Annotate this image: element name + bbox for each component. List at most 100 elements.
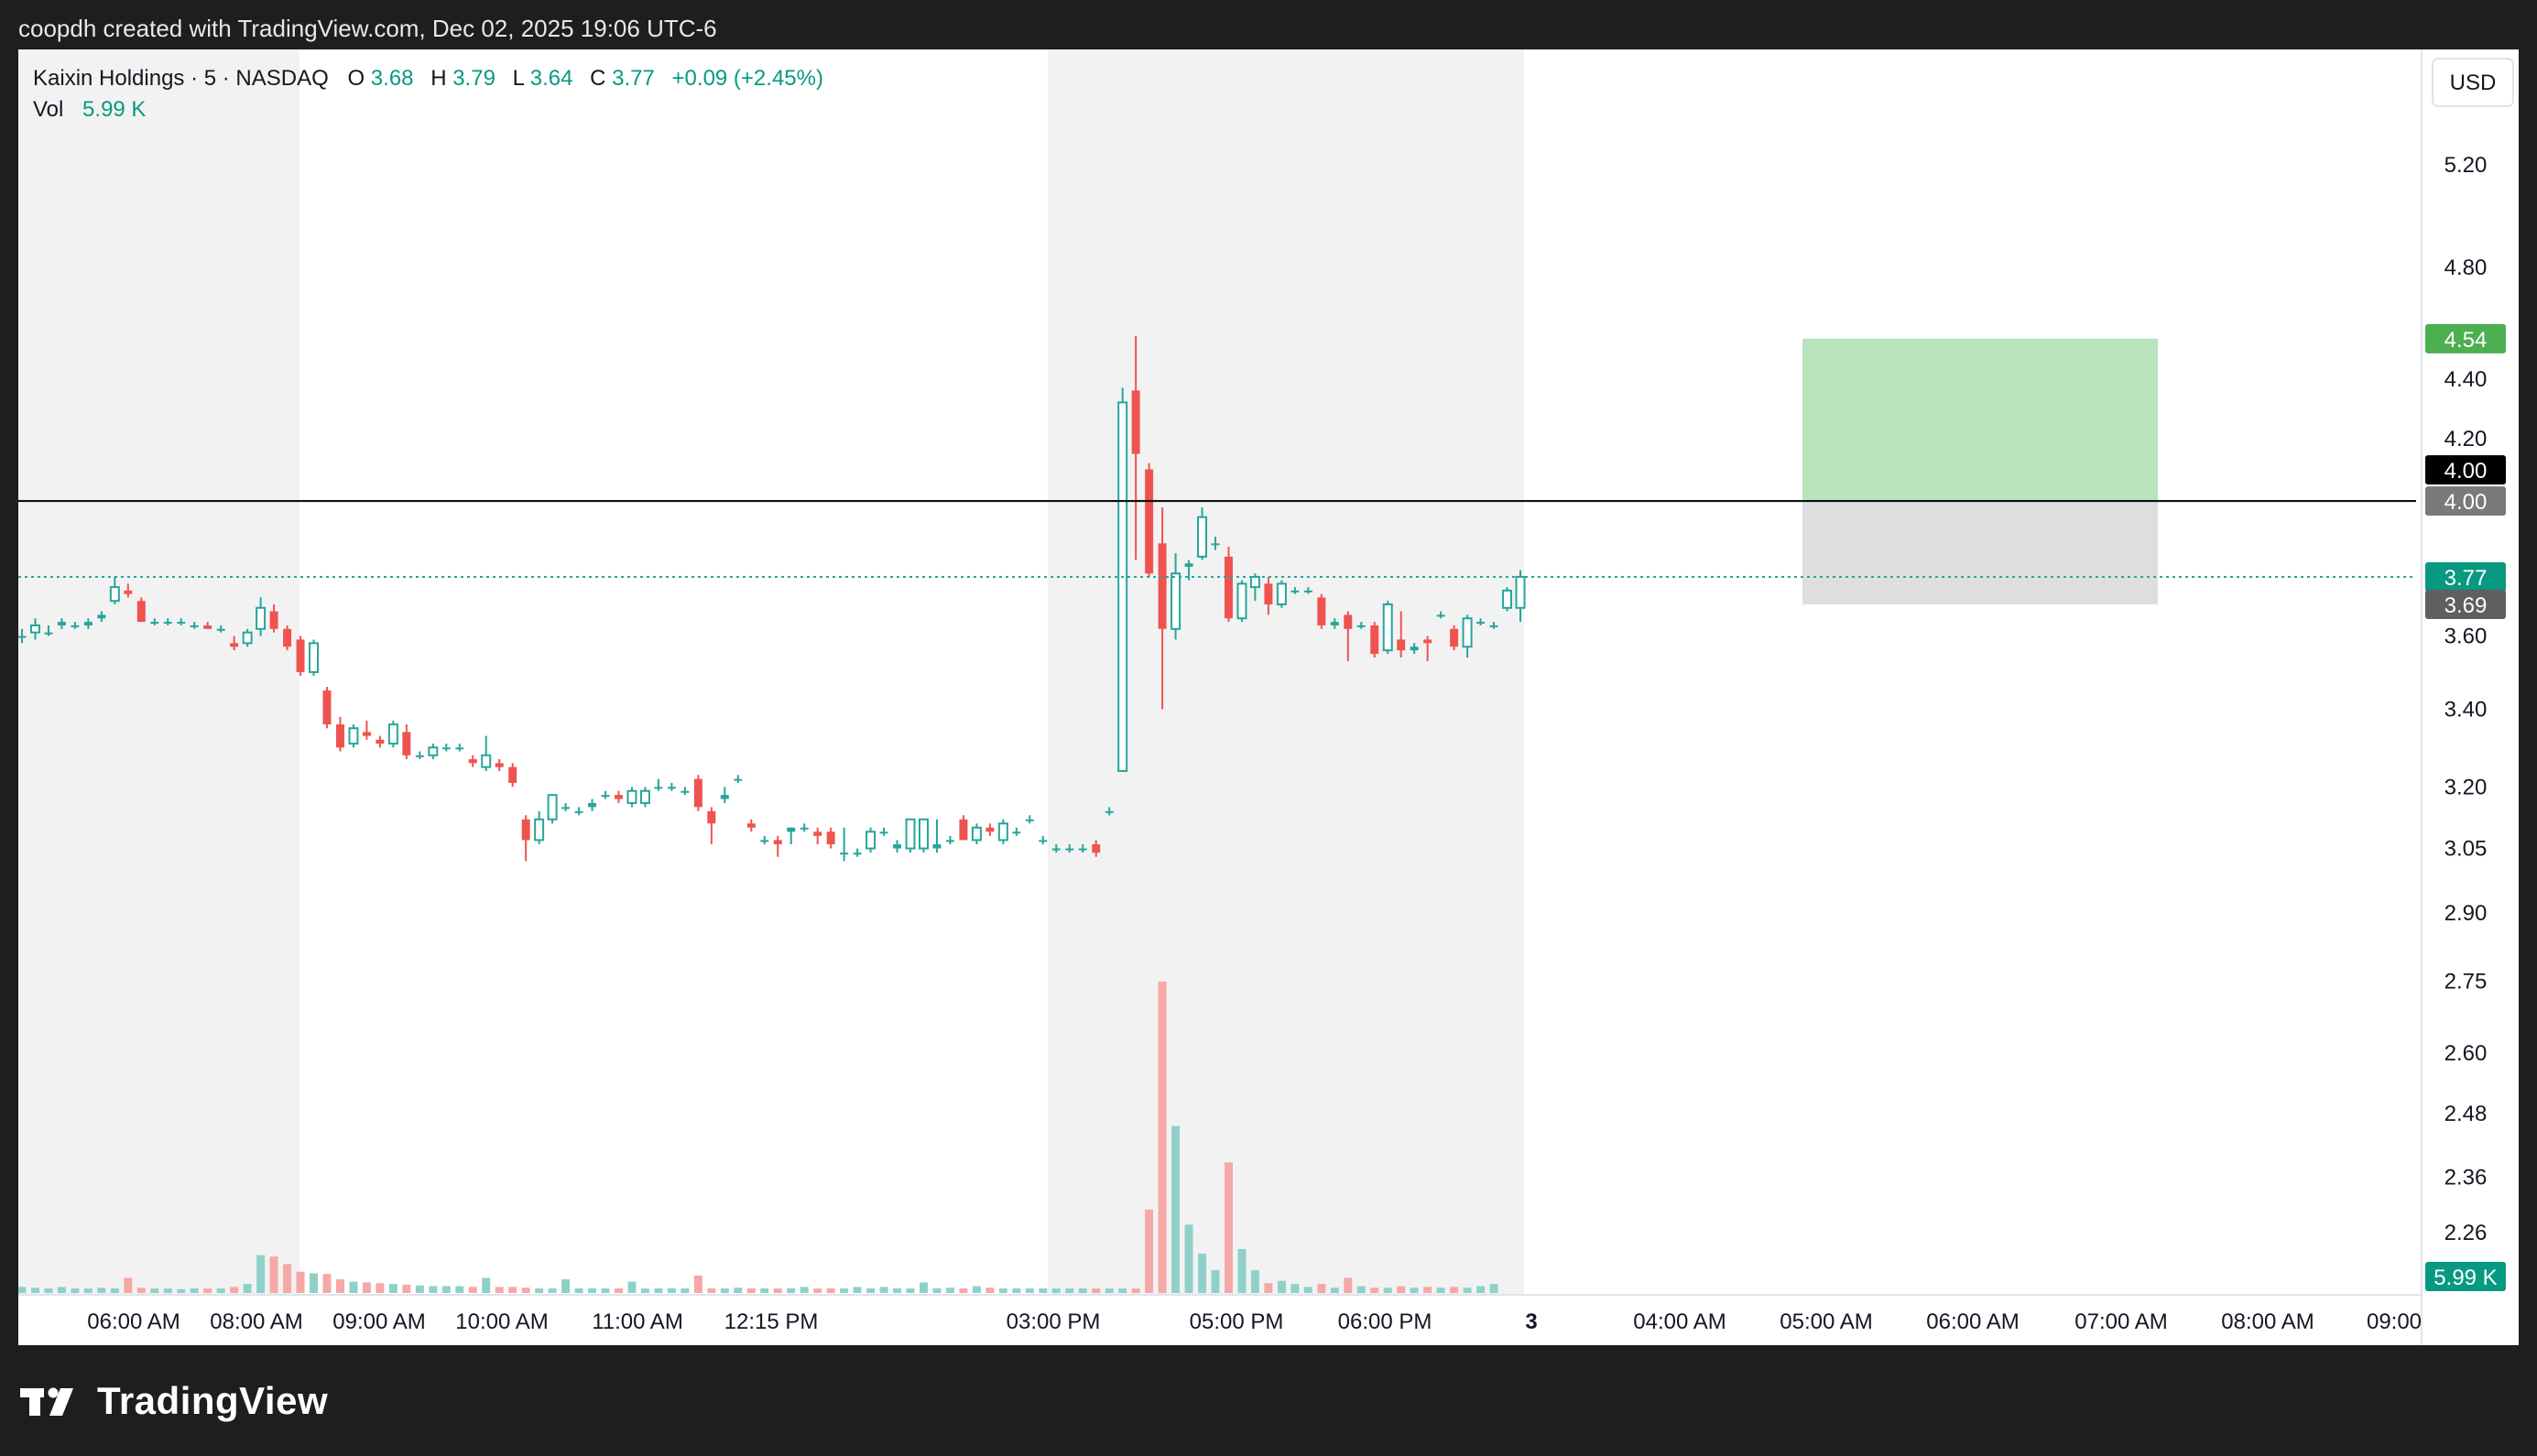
time-tick-label: 09:00 AM: [332, 1309, 425, 1334]
volume-bar: [1383, 1288, 1392, 1293]
volume-bar: [615, 1288, 623, 1293]
candle-body: [1450, 628, 1459, 647]
volume-bar: [667, 1288, 676, 1293]
candle-body: [971, 826, 982, 842]
volume-bar: [1025, 1288, 1034, 1293]
candle-body: [455, 747, 464, 750]
volume-bar: [150, 1288, 159, 1293]
time-tick-label: 06:00 AM: [87, 1309, 180, 1334]
candle-body: [1344, 614, 1353, 629]
candle-body: [1317, 597, 1326, 625]
candle-body: [945, 840, 954, 842]
volume-bar: [588, 1288, 597, 1293]
symbol-legend[interactable]: Kaixin Holdings · 5 · NASDAQ O 3.68 H 3.…: [33, 66, 823, 122]
price-axis[interactable]: 5.20 4.80 4.40 4.20 3.60 3.40 3.20 3.05 2.90 2.75…: [2444, 153, 2488, 1245]
candle-body: [985, 827, 995, 832]
candle-body: [1515, 575, 1526, 609]
price-label-group: 4.54 4.00 4.00 3.773.69 5.99 K: [2425, 323, 2506, 1291]
volume-bar: [1397, 1286, 1406, 1293]
candle-body: [746, 823, 756, 828]
price-tick-label: 2.60: [2444, 1041, 2488, 1066]
volume-bar: [1131, 1288, 1140, 1293]
pre-market-shade: [18, 49, 299, 1295]
candle-body: [44, 632, 53, 635]
currency-button[interactable]: USD: [2432, 58, 2514, 107]
volume-bar: [388, 1284, 397, 1293]
volume-bar: [800, 1287, 809, 1293]
time-axis[interactable]: 06:00 AM 08:00 AM 09:00 AM 10:00 AM 11:00 AM…: [87, 1309, 2422, 1334]
volume-bar: [853, 1287, 862, 1293]
time-tick-label: 03:00 PM: [1007, 1309, 1101, 1334]
volume-bar: [840, 1288, 849, 1293]
candle-body: [256, 606, 267, 630]
candle-body: [800, 827, 809, 830]
price-tick-label: 5.20: [2444, 153, 2488, 178]
change-value: +0.09 (+2.45%): [672, 66, 823, 91]
candle-body: [283, 628, 292, 647]
volume-bar: [773, 1288, 782, 1293]
volume-bar: [601, 1288, 610, 1293]
candle-body: [521, 819, 530, 841]
volume-bar: [906, 1288, 915, 1293]
candlestick-series: [18, 335, 1526, 862]
tradingview-logo-icon: [20, 1387, 73, 1416]
svg-text:Kaixin Holdings · 5 · NASDAQ: Kaixin Holdings · 5 · NASDAQ O 3.68 H 3.…: [33, 66, 823, 91]
volume-bar: [322, 1274, 332, 1293]
volume-bar: [177, 1288, 186, 1293]
volume-bar: [1330, 1288, 1339, 1293]
candle-body: [1051, 848, 1061, 851]
volume-bar: [1277, 1280, 1286, 1293]
volume-bar: [866, 1288, 876, 1293]
volume-bar: [124, 1277, 133, 1293]
price-tick-label: 2.48: [2444, 1102, 2488, 1126]
volume-bar: [230, 1287, 239, 1293]
volume-bar: [1463, 1288, 1472, 1293]
volume-bar: [1171, 1125, 1181, 1293]
volume-bar: [57, 1287, 66, 1293]
candle-body: [322, 690, 332, 725]
price-chart[interactable]: Kaixin Holdings · 5 · NASDAQ O 3.68 H 3.…: [18, 49, 2519, 1345]
candle-body: [216, 628, 225, 631]
candle-body: [1276, 582, 1287, 605]
candle-body: [1489, 625, 1498, 627]
volume-bar: [1211, 1270, 1220, 1293]
volume-bar: [893, 1288, 902, 1293]
candle-body: [415, 755, 424, 757]
candle-body: [136, 601, 146, 623]
candle-body: [1131, 390, 1140, 454]
price-label-stop: 3.69: [2425, 589, 2506, 619]
candle-body: [348, 727, 359, 745]
candle-body: [932, 843, 942, 849]
stop-loss-zone[interactable]: [1802, 501, 2158, 604]
candle-body: [866, 831, 877, 850]
time-tick-label: 11:00 AM: [592, 1309, 683, 1334]
candle-body: [1012, 831, 1021, 834]
candle-body: [905, 818, 916, 850]
price-label-last-price: 3.77: [2425, 561, 2506, 592]
tradingview-logo[interactable]: TradingView: [18, 1374, 328, 1429]
volume-bar: [415, 1285, 424, 1293]
candle-body: [1211, 543, 1220, 546]
volume-bar: [1264, 1283, 1273, 1293]
volume-bar: [495, 1287, 504, 1293]
candle-body: [296, 639, 305, 672]
candle-body: [376, 739, 385, 744]
profit-target-zone[interactable]: [1802, 338, 2158, 502]
time-tick-label: 04:00 AM: [1633, 1309, 1726, 1334]
volume-bar: [932, 1288, 942, 1293]
volume-bar: [269, 1256, 278, 1293]
candle-body: [734, 778, 743, 781]
volume-bar: [1436, 1288, 1445, 1293]
candle-body: [1197, 516, 1208, 558]
volume-bar: [760, 1288, 769, 1293]
svg-text:Vol 5.99 K: Vol 5.99 K: [33, 97, 146, 122]
price-tick-label: 2.26: [2444, 1221, 2488, 1245]
candle-body: [163, 622, 172, 625]
volume-bar: [335, 1279, 344, 1293]
candle-body: [1330, 622, 1339, 625]
candle-body: [1224, 556, 1233, 619]
candle-body: [1117, 401, 1128, 772]
volume-bar: [627, 1281, 637, 1293]
candle-body: [919, 818, 929, 850]
chart-frame[interactable]: Kaixin Holdings · 5 · NASDAQ O 3.68 H 3.…: [18, 49, 2519, 1345]
